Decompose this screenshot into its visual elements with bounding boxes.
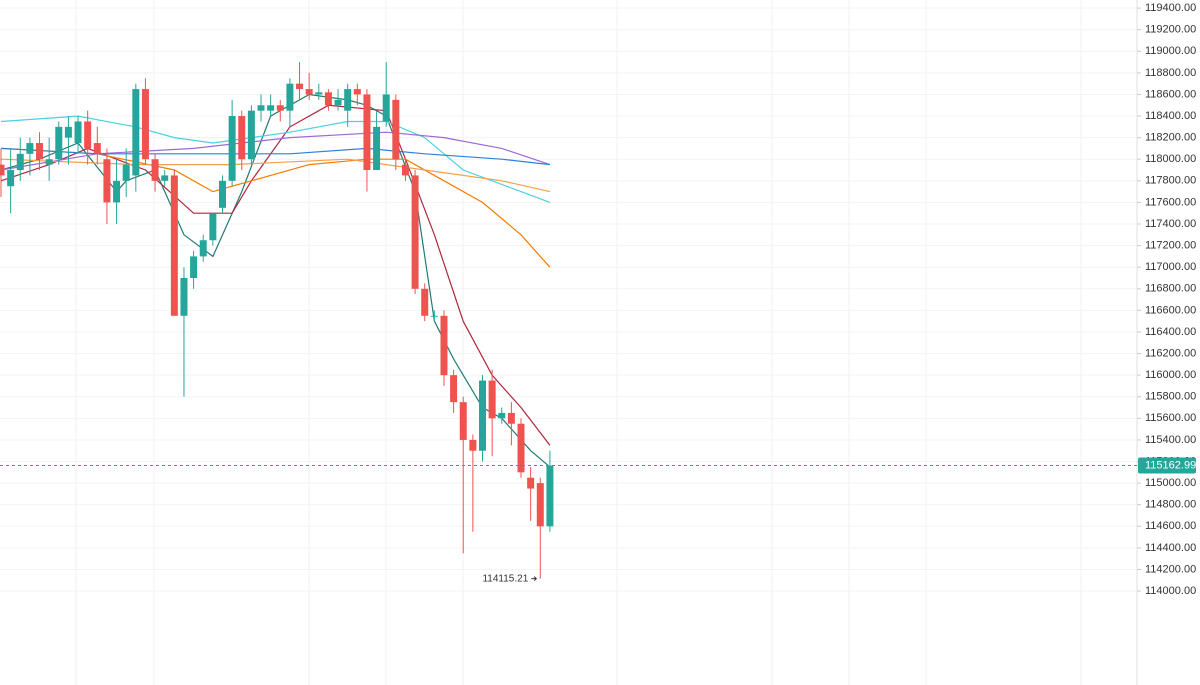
candle-body — [392, 99, 400, 160]
moving-average-line — [0, 158, 551, 193]
y-tick-label: 117400.00 — [1145, 218, 1196, 230]
candle-body — [267, 105, 275, 111]
y-tick-label: 118800.00 — [1145, 67, 1196, 79]
candle-body — [363, 94, 371, 171]
candle-body — [430, 315, 438, 317]
candle-body — [247, 110, 255, 160]
y-tick-label: 116400.00 — [1145, 326, 1196, 338]
y-tick-label: 117600.00 — [1145, 196, 1196, 208]
y-tick-label: 119400.00 — [1145, 2, 1196, 14]
y-tick-label: 118600.00 — [1145, 88, 1196, 100]
candle-body — [64, 126, 72, 138]
candle-body — [469, 439, 477, 451]
y-tick-label: 116600.00 — [1145, 304, 1196, 316]
y-tick-label: 115400.00 — [1145, 434, 1196, 446]
candle-body — [16, 153, 24, 171]
candle-body — [334, 99, 342, 106]
candle-body — [507, 412, 515, 424]
moving-average-line — [0, 147, 550, 166]
y-tick-label: 115000.00 — [1145, 477, 1196, 489]
y-tick-label: 116000.00 — [1145, 369, 1196, 381]
moving-average-line — [0, 131, 551, 171]
candle-body — [536, 483, 544, 527]
y-tick-label: 114000.00 — [1145, 585, 1196, 597]
candle-body — [344, 89, 352, 111]
candle-body — [55, 126, 63, 160]
moving-average-line — [0, 104, 551, 446]
candle-body — [488, 380, 496, 419]
candle-body — [7, 170, 15, 187]
candle-body — [527, 477, 535, 489]
candle-body — [141, 89, 149, 160]
candle-body — [450, 375, 458, 403]
y-tick-label: 115600.00 — [1145, 412, 1196, 424]
y-tick-label: 116800.00 — [1145, 283, 1196, 295]
candle-body — [103, 159, 111, 203]
candle-body — [257, 105, 265, 111]
candle-body — [324, 92, 332, 106]
low-price-label: 114115.21 — [482, 573, 528, 584]
candle-body — [84, 121, 92, 149]
candle-body — [93, 143, 101, 154]
y-tick-label: 117000.00 — [1145, 261, 1196, 273]
y-tick-label: 117800.00 — [1145, 175, 1196, 187]
candle-body — [353, 89, 361, 95]
candle-body — [382, 94, 390, 122]
candle-body — [315, 92, 323, 95]
y-tick-label: 114800.00 — [1145, 499, 1196, 511]
candle-body — [113, 180, 121, 203]
candle-body — [151, 159, 159, 181]
candle-body — [498, 412, 506, 419]
candle-body — [440, 315, 448, 376]
candle-body — [36, 143, 44, 160]
candle-body — [459, 402, 467, 440]
candle-body — [180, 277, 188, 316]
candle-body — [209, 213, 217, 241]
candle-body — [546, 465, 554, 527]
y-tick-label: 115800.00 — [1145, 391, 1196, 403]
candle-body — [305, 89, 313, 95]
candle-body — [132, 89, 140, 176]
y-tick-label: 117200.00 — [1145, 240, 1196, 252]
candle-body — [276, 105, 284, 111]
moving-average-line — [0, 115, 551, 203]
candle-body — [373, 126, 381, 171]
candle-body — [45, 159, 53, 165]
y-tick-label: 119200.00 — [1145, 24, 1196, 36]
low-price-arrow — [531, 576, 537, 581]
candle-body — [286, 83, 294, 111]
candle-body — [228, 116, 236, 181]
candle-body — [26, 143, 34, 154]
candle-body — [161, 175, 169, 181]
y-tick-label: 118400.00 — [1145, 110, 1196, 122]
candle-body — [170, 175, 178, 316]
candle-body — [401, 164, 409, 176]
candle-body — [411, 175, 419, 289]
y-tick-label: 118200.00 — [1145, 132, 1196, 144]
candle-body — [122, 164, 130, 181]
candle-body — [218, 180, 226, 208]
vertical-grid — [75, 0, 1082, 685]
y-tick-label: 119000.00 — [1145, 45, 1196, 57]
y-tick-label: 114600.00 — [1145, 520, 1196, 532]
candle-body — [296, 83, 304, 90]
candle-body — [421, 288, 429, 316]
candle-body — [479, 380, 486, 451]
candle-body — [74, 121, 82, 144]
candle-body — [517, 423, 525, 473]
last-price-box — [1138, 457, 1196, 474]
candle-body — [190, 256, 198, 278]
candle-body — [0, 164, 5, 176]
y-tick-label: 116200.00 — [1145, 347, 1196, 359]
last-price-label: 115162.99 — [1145, 459, 1196, 471]
y-tick-label: 118000.00 — [1145, 153, 1196, 165]
y-tick-label: 114400.00 — [1145, 542, 1196, 554]
moving-average-line — [0, 147, 551, 268]
candle-body — [199, 240, 207, 257]
y-tick-label: 114200.00 — [1145, 563, 1196, 575]
candle-body — [238, 116, 246, 160]
